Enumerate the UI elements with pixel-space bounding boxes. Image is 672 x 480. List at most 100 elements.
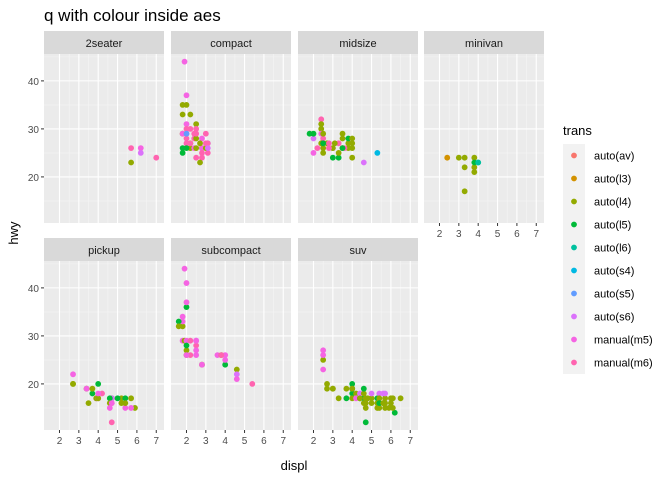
data-point — [181, 265, 188, 272]
data-point — [128, 145, 134, 152]
data-point — [199, 135, 205, 142]
y-tick-label: 20 — [28, 380, 40, 391]
data-point — [233, 371, 240, 378]
legend-label: manual(m5) — [594, 335, 653, 347]
data-point — [318, 121, 325, 127]
data-point — [343, 385, 350, 392]
facet-label: compact — [210, 38, 252, 50]
data-point — [349, 381, 356, 387]
data-point — [329, 385, 336, 392]
data-point — [153, 154, 160, 161]
x-tick-label: 7 — [153, 436, 159, 447]
data-point — [128, 395, 134, 402]
data-point — [339, 145, 346, 152]
data-point — [122, 405, 129, 411]
facet-label: midsize — [339, 38, 376, 50]
data-point — [444, 154, 451, 161]
facet-strip — [171, 238, 291, 261]
data-point — [455, 154, 462, 161]
facet-strip — [424, 31, 544, 54]
panel-background — [424, 54, 544, 223]
data-point — [357, 395, 363, 402]
data-point — [183, 299, 190, 306]
data-point — [320, 130, 327, 137]
data-point — [175, 323, 182, 330]
x-tick-label: 3 — [330, 436, 336, 447]
data-point — [199, 154, 205, 161]
x-tick-label: 4 — [222, 436, 228, 447]
legend-swatch — [571, 336, 577, 343]
data-point — [193, 121, 200, 127]
legend-swatch — [571, 359, 577, 366]
data-point — [324, 385, 330, 392]
data-point — [320, 150, 327, 156]
data-point — [461, 188, 468, 195]
x-tick-label: 6 — [261, 436, 267, 447]
data-point — [310, 135, 317, 142]
facet-strip — [44, 31, 164, 54]
y-axis-title: hwy — [6, 221, 21, 245]
data-point — [349, 140, 356, 147]
legend-swatch — [571, 244, 577, 251]
data-point — [389, 395, 396, 402]
data-point — [183, 130, 190, 137]
legend-label: auto(s6) — [594, 312, 634, 324]
data-point — [106, 395, 113, 402]
data-point — [362, 419, 369, 426]
data-point — [179, 313, 186, 320]
panel-background — [44, 261, 164, 430]
data-point — [320, 352, 327, 359]
data-point — [360, 159, 367, 166]
legend-swatch — [571, 221, 577, 228]
data-point — [95, 395, 102, 402]
data-point — [471, 169, 478, 176]
data-point — [326, 145, 332, 152]
facet-label: 2seater — [86, 38, 123, 50]
data-point — [368, 395, 375, 402]
data-point — [335, 395, 342, 402]
facet-label: suv — [349, 245, 367, 257]
facet-label: subcompact — [201, 245, 260, 257]
data-point — [89, 385, 96, 392]
data-point — [471, 164, 478, 171]
data-point — [374, 150, 381, 156]
data-point — [193, 342, 200, 349]
x-tick-label: 7 — [407, 436, 413, 447]
x-tick-label: 2 — [437, 229, 443, 240]
data-point — [202, 130, 209, 137]
data-point — [461, 154, 468, 161]
data-point — [380, 400, 387, 407]
data-point — [362, 405, 369, 411]
x-tick-label: 3 — [456, 229, 462, 240]
panel-background — [298, 54, 418, 223]
data-point — [179, 111, 186, 118]
data-point — [324, 381, 330, 387]
data-point — [187, 140, 194, 147]
legend-label: auto(s4) — [594, 266, 634, 278]
panel-background — [298, 261, 418, 430]
data-point — [320, 135, 327, 142]
y-tick-label: 40 — [28, 284, 40, 295]
data-point — [108, 400, 115, 407]
data-point — [183, 304, 190, 310]
panel-background — [44, 54, 164, 223]
data-point — [320, 145, 327, 152]
data-point — [233, 366, 240, 373]
legend-title: trans — [563, 123, 592, 138]
data-point — [329, 154, 336, 161]
data-point — [137, 145, 144, 152]
facet-strip — [44, 238, 164, 261]
data-point — [368, 390, 375, 397]
data-point — [349, 145, 356, 152]
data-point — [114, 395, 121, 402]
facet-label: pickup — [88, 245, 120, 257]
legend-swatch — [571, 267, 577, 274]
data-point — [199, 361, 205, 368]
facet-label: minivan — [465, 38, 503, 50]
x-tick-label: 5 — [242, 436, 248, 447]
legend-swatch — [571, 175, 577, 182]
data-point — [193, 352, 200, 359]
x-tick-label: 7 — [533, 229, 539, 240]
facet-strip — [298, 238, 418, 261]
